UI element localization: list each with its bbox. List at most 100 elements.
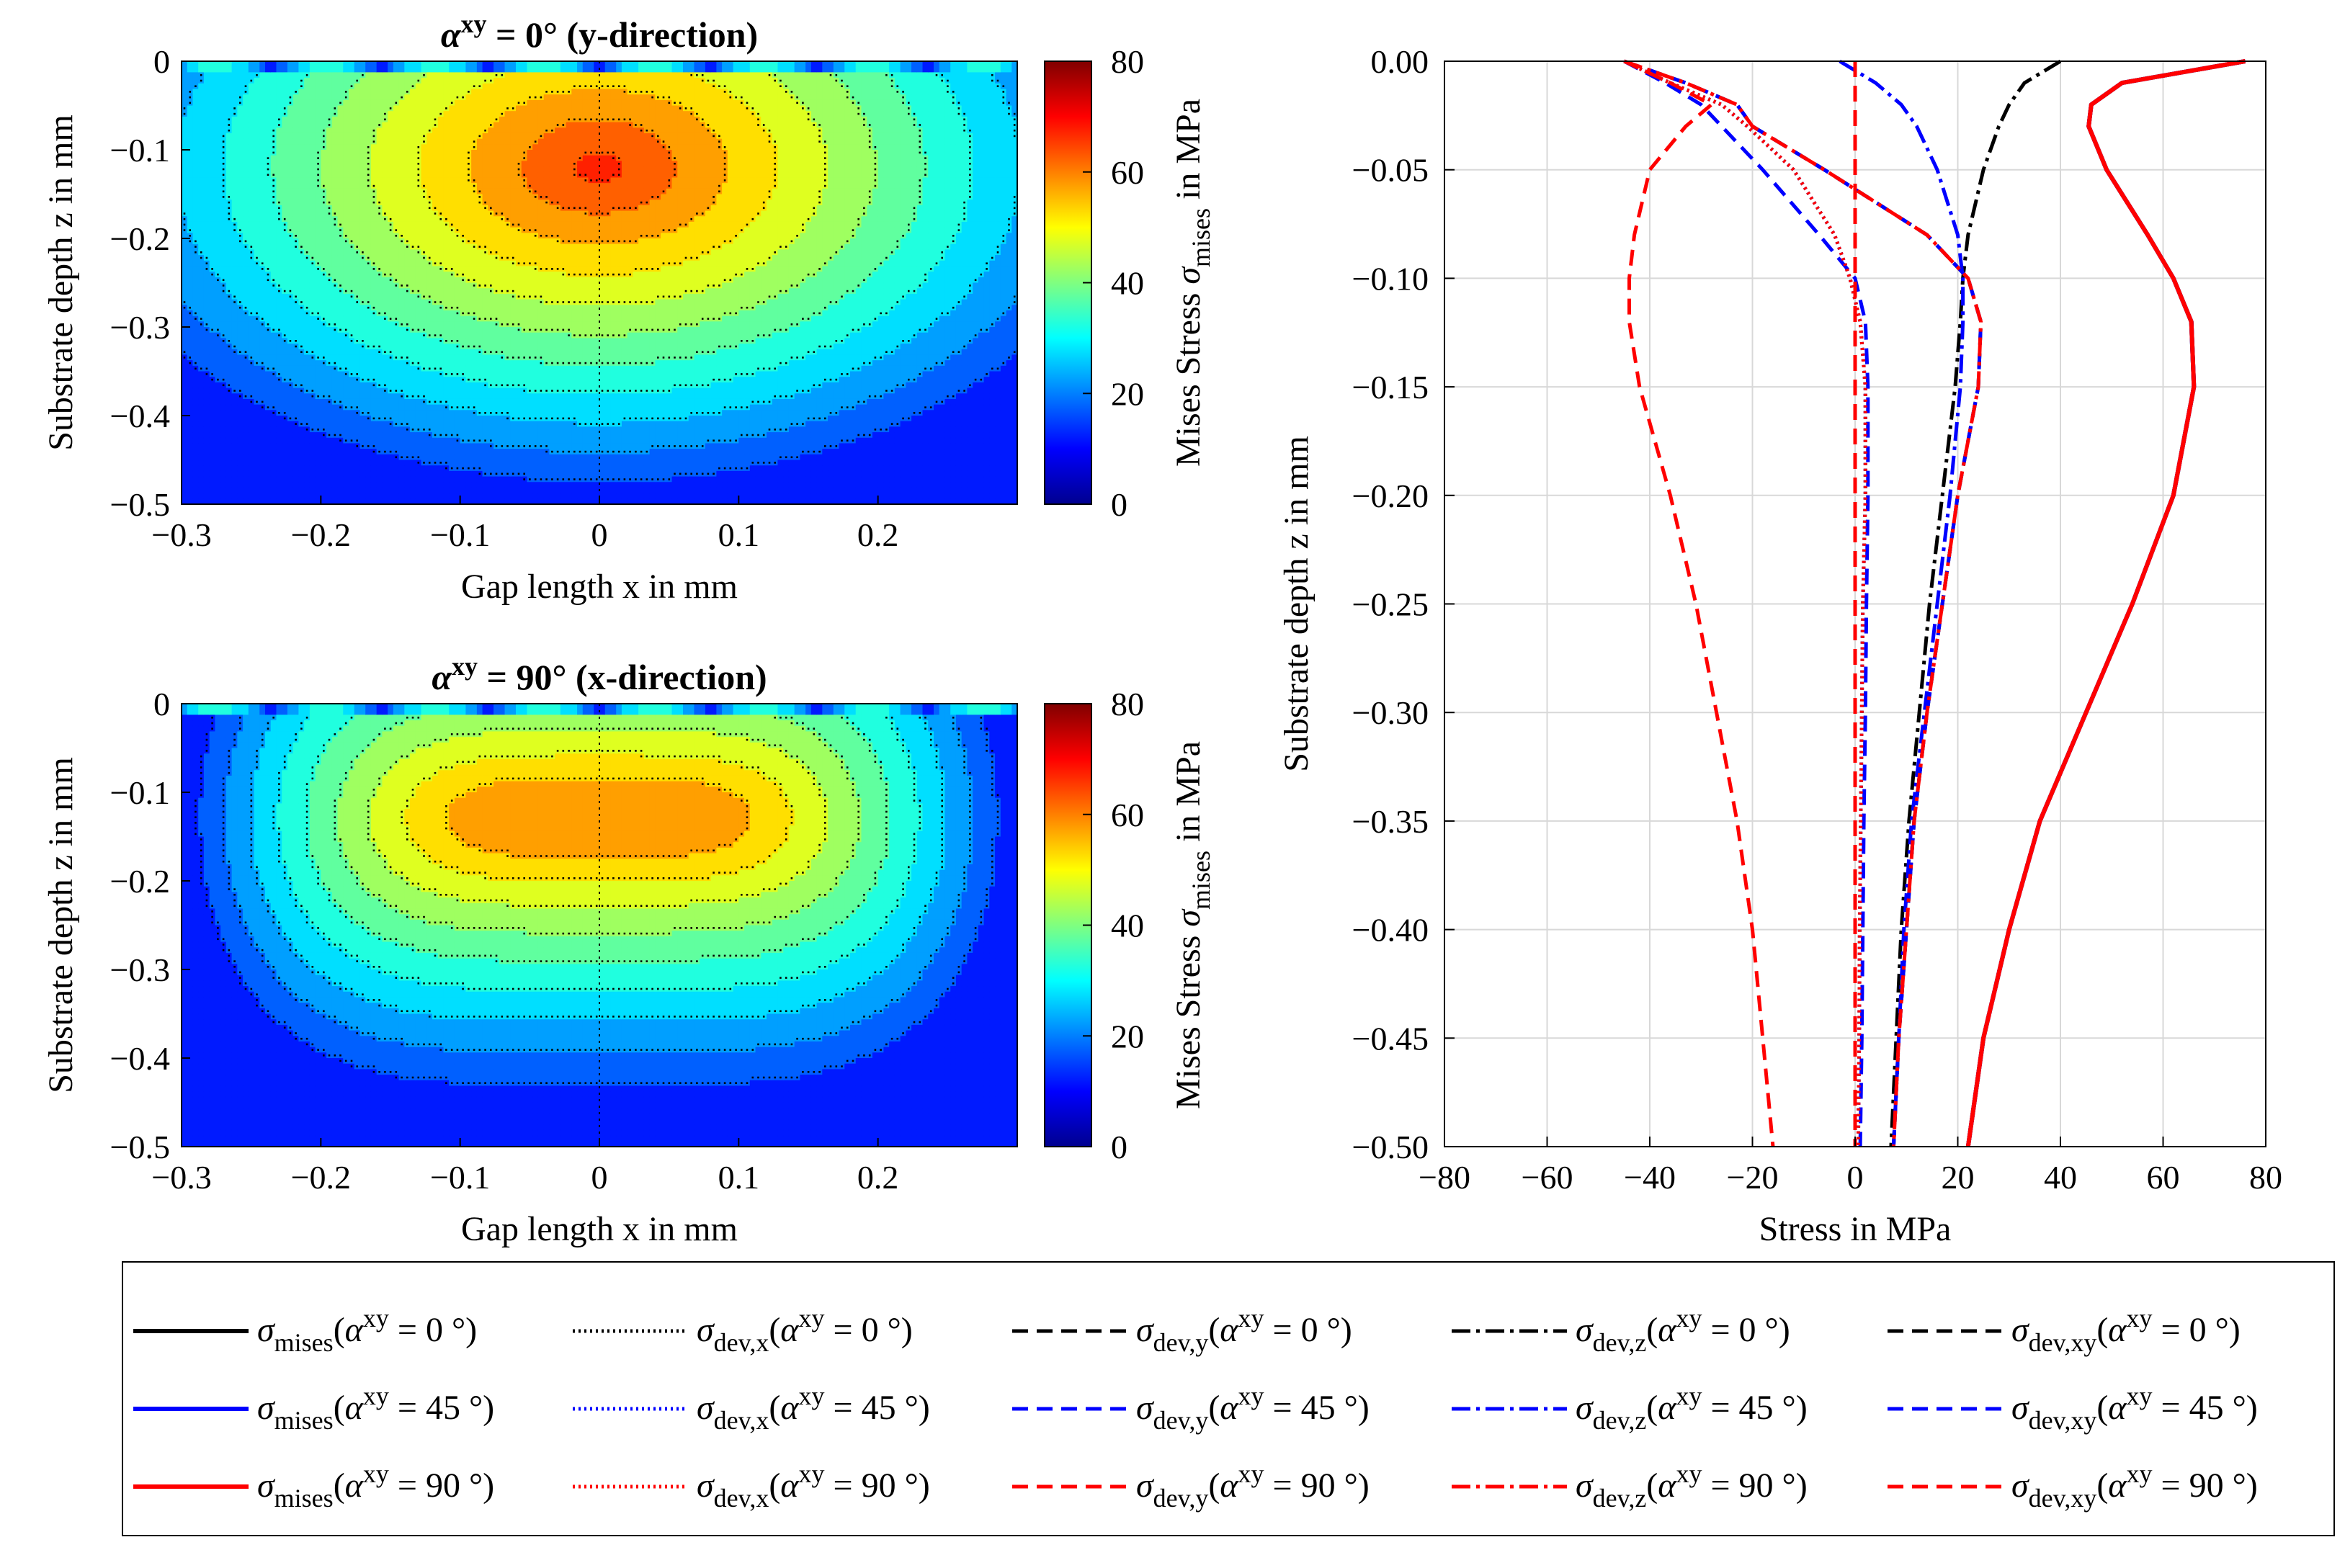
contour-cell (388, 66, 394, 73)
contour-cell (243, 460, 249, 466)
contour-cell (443, 227, 450, 233)
contour-cell (388, 498, 394, 505)
contour-cell (398, 470, 405, 478)
contour-cell (321, 66, 327, 73)
contour-cell (454, 216, 461, 223)
contour-cell (499, 221, 506, 228)
contour-cell (254, 78, 260, 84)
contour-cell (198, 89, 205, 95)
contour-cell (220, 116, 227, 123)
contour-cell (516, 116, 522, 123)
contour-cell (460, 387, 466, 394)
contour-cell (376, 315, 383, 322)
contour-cell (393, 205, 400, 212)
contour-cell (354, 94, 361, 101)
contour-cell (460, 116, 466, 123)
contour-cell (276, 426, 282, 433)
contour-cell (304, 449, 311, 455)
contour-cell (449, 349, 455, 356)
contour-cell (415, 482, 422, 488)
contour-cell (243, 282, 249, 289)
contour-cell (215, 171, 221, 179)
contour-cell (476, 122, 483, 128)
contour-cell (449, 255, 455, 261)
contour-cell (432, 482, 439, 488)
contour-cell (432, 99, 439, 107)
contour-cell (349, 200, 355, 206)
contour-cell (331, 437, 339, 444)
contour-cell (410, 404, 416, 411)
contour-cell (331, 338, 339, 344)
contour-cell (449, 177, 455, 184)
contour-cell (243, 493, 249, 499)
contour-cell (282, 365, 288, 372)
contour-cell (460, 111, 466, 117)
contour-cell (376, 387, 383, 394)
contour-cell (187, 155, 194, 161)
contour-cell (388, 249, 394, 256)
contour-cell (510, 338, 517, 344)
contour-cell (215, 426, 221, 433)
contour-cell (215, 99, 221, 107)
contour-cell (443, 310, 450, 317)
contour-cell (365, 288, 372, 295)
contour-cell (203, 338, 210, 344)
contour-cell (237, 116, 244, 123)
contour-cell (454, 249, 461, 256)
contour-cell (192, 354, 199, 361)
contour-cell (482, 365, 488, 372)
contour-cell (337, 487, 344, 494)
contour-cell (499, 360, 506, 367)
contour-cell (410, 410, 416, 416)
contour-cell (254, 349, 260, 356)
contour-cell (476, 305, 483, 311)
contour-cell (326, 377, 333, 383)
contour-cell (449, 78, 455, 84)
contour-cell (482, 183, 488, 189)
contour-cell (393, 188, 400, 195)
contour-cell (215, 66, 221, 73)
contour-cell (488, 138, 494, 145)
contour-cell (321, 72, 327, 79)
contour-cell (231, 332, 238, 339)
contour-cell (292, 155, 299, 161)
contour-cell (510, 487, 517, 494)
contour-cell (449, 454, 455, 461)
contour-cell (220, 200, 227, 206)
contour-cell (220, 426, 227, 433)
contour-cell (516, 437, 522, 444)
contour-cell (220, 449, 227, 455)
contour-cell (432, 177, 439, 184)
contour-cell (282, 161, 288, 167)
contour-cell (209, 421, 215, 427)
contour-cell (209, 315, 215, 322)
contour-cell (215, 493, 221, 499)
contour-cell (220, 243, 227, 250)
contour-cell (415, 321, 422, 328)
contour-cell (225, 299, 233, 305)
contour-cell (359, 161, 366, 167)
contour-cell (321, 470, 327, 478)
contour-cell (482, 465, 488, 472)
contour-cell (343, 321, 349, 328)
contour-cell (354, 61, 361, 68)
contour-cell (443, 205, 450, 212)
contour-cell (309, 482, 316, 488)
contour-cell (304, 221, 311, 228)
contour-cell (426, 465, 433, 472)
contour-cell (209, 332, 215, 339)
contour-cell (337, 177, 344, 184)
contour-cell (292, 255, 299, 261)
contour-cell (220, 365, 227, 372)
contour-cell (398, 155, 405, 161)
contour-cell (510, 78, 517, 84)
contour-cell (465, 183, 472, 189)
contour-cell (443, 421, 450, 427)
contour-cell (276, 421, 282, 427)
contour-cell (376, 227, 383, 233)
contour-cell (370, 221, 378, 228)
contour-cell (482, 498, 488, 505)
contour-cell (225, 221, 233, 228)
contour-cell (482, 310, 488, 317)
contour-cell (304, 233, 311, 239)
